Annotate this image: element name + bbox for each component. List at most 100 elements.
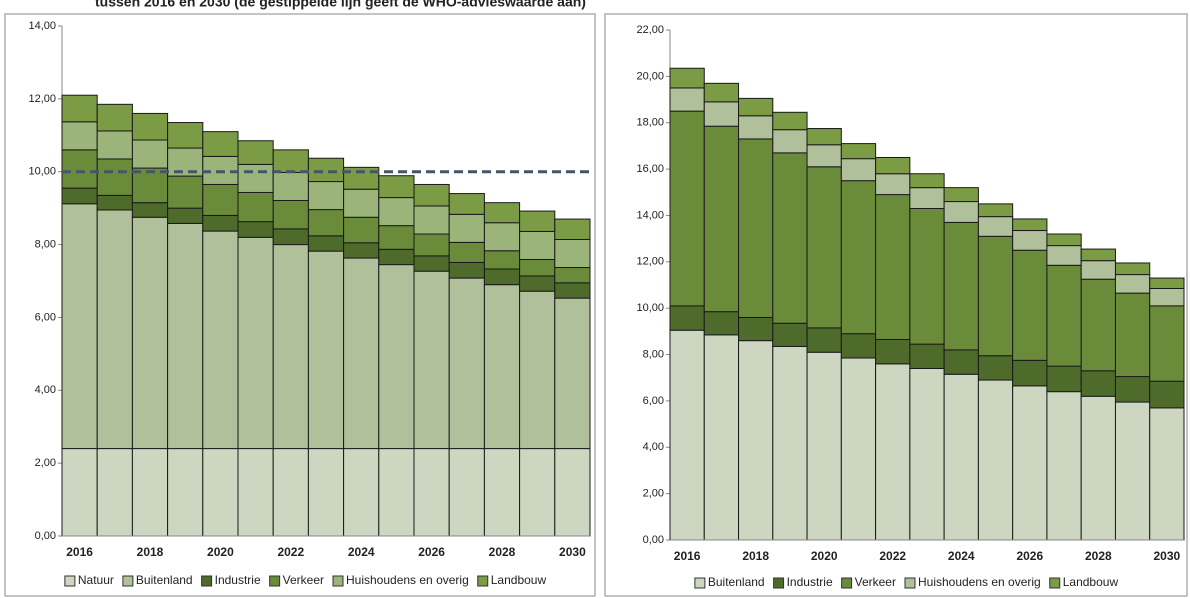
bar-segment bbox=[1080, 370, 1116, 397]
panel-frame bbox=[604, 13, 1188, 597]
bar-segment bbox=[307, 250, 345, 450]
bar-segment bbox=[413, 255, 450, 272]
bar-segment bbox=[413, 183, 450, 207]
bar-segment bbox=[669, 305, 705, 331]
bar-segment bbox=[554, 238, 591, 269]
bar-segment bbox=[167, 122, 204, 149]
bar-segment bbox=[943, 221, 979, 351]
bar-segment bbox=[875, 157, 911, 175]
bar-segment bbox=[448, 277, 485, 450]
bar-segment bbox=[1080, 248, 1116, 262]
bar-segment bbox=[202, 183, 239, 216]
legend-label: Verkeer bbox=[283, 573, 324, 587]
y-tick-label: 10,00 bbox=[28, 166, 56, 178]
bar-segment bbox=[519, 230, 556, 261]
bar-segment bbox=[307, 235, 345, 252]
bar-segment bbox=[131, 216, 169, 450]
bar-segment bbox=[61, 94, 98, 123]
bar-segment bbox=[1012, 218, 1048, 232]
bar-segment bbox=[772, 345, 808, 541]
bar-segment bbox=[343, 242, 380, 259]
bar-segment bbox=[977, 355, 1014, 381]
bar-segment bbox=[519, 259, 556, 277]
bar-segment bbox=[96, 130, 133, 160]
legend-label: Buitenland bbox=[136, 573, 193, 587]
x-tick-label: 2018 bbox=[742, 549, 769, 563]
x-tick-label: 2024 bbox=[948, 549, 975, 563]
bar-segment bbox=[772, 322, 808, 347]
bar-segment bbox=[167, 175, 204, 209]
bar-segment bbox=[738, 97, 774, 117]
legend-label: Landbouw bbox=[1063, 575, 1119, 589]
bar-segment bbox=[943, 373, 979, 541]
bar-segment bbox=[131, 448, 169, 537]
bar-segment bbox=[1114, 262, 1151, 276]
bar-segment bbox=[237, 163, 274, 193]
bar-segment bbox=[909, 173, 945, 189]
bar-segment bbox=[554, 297, 591, 450]
legend-swatch bbox=[1049, 577, 1061, 589]
bar-segment bbox=[1080, 278, 1116, 372]
bar-segment bbox=[96, 158, 133, 196]
y-tick-label: 12,00 bbox=[28, 93, 56, 105]
bar-segment bbox=[840, 333, 877, 359]
y-tick-label: 12,00 bbox=[636, 256, 664, 268]
bar-segment bbox=[909, 187, 945, 210]
bar-segment bbox=[448, 261, 485, 279]
bar-segment bbox=[307, 157, 345, 183]
bar-segment bbox=[977, 379, 1014, 541]
legend-label: Industrie bbox=[787, 575, 833, 589]
bar-segment bbox=[483, 448, 521, 537]
legend-swatch bbox=[841, 577, 853, 589]
bar-segment bbox=[1012, 249, 1048, 361]
bar-segment bbox=[1046, 365, 1082, 393]
y-tick-label: 0,00 bbox=[643, 534, 664, 546]
bar-segment bbox=[519, 290, 556, 450]
bar-segment bbox=[237, 191, 274, 223]
bar-segment bbox=[806, 327, 842, 353]
bar-segment bbox=[840, 143, 877, 160]
bar-segment bbox=[378, 248, 415, 266]
bar-segment bbox=[738, 340, 774, 541]
x-tick-label: 2026 bbox=[1016, 549, 1043, 563]
legend-swatch bbox=[904, 577, 916, 589]
bar-segment bbox=[413, 205, 450, 235]
y-tick-label: 20,00 bbox=[636, 70, 664, 82]
bar-segment bbox=[237, 236, 274, 450]
legend-label: Huishoudens en overig bbox=[346, 573, 469, 587]
bar-segment bbox=[772, 129, 808, 154]
bar-segment bbox=[167, 222, 204, 450]
bar-segment bbox=[307, 181, 345, 211]
bar-segment bbox=[61, 187, 98, 205]
bar-segment bbox=[272, 448, 309, 537]
x-tick-label: 2020 bbox=[811, 549, 838, 563]
bar-segment bbox=[909, 367, 945, 541]
bar-segment bbox=[448, 193, 485, 215]
x-tick-label: 2028 bbox=[1085, 549, 1112, 563]
legend-swatch bbox=[201, 575, 213, 587]
bar-segment bbox=[237, 448, 274, 537]
x-tick-label: 2016 bbox=[674, 549, 701, 563]
bar-segment bbox=[1080, 395, 1116, 541]
bar-segment bbox=[202, 230, 239, 450]
bar-segment bbox=[343, 448, 380, 537]
bar-segment bbox=[1046, 245, 1082, 266]
bar-segment bbox=[875, 338, 911, 365]
y-tick-label: 10,00 bbox=[636, 302, 664, 314]
bar-segment bbox=[943, 187, 979, 203]
page-title: tussen 2016 en 2030 (de gestippelde lijn… bbox=[95, 0, 586, 10]
x-tick-label: 2030 bbox=[1154, 549, 1181, 563]
bar-segment bbox=[202, 448, 239, 537]
legend-label: Huishoudens en overig bbox=[918, 575, 1041, 589]
bar-segment bbox=[1046, 233, 1082, 247]
bar-segment bbox=[1080, 260, 1116, 280]
bar-segment bbox=[272, 171, 309, 201]
bar-segment bbox=[1149, 407, 1185, 541]
legend-swatch bbox=[477, 575, 489, 587]
bar-segment bbox=[1114, 292, 1151, 378]
legend-label: Industrie bbox=[215, 573, 261, 587]
bar-segment bbox=[237, 221, 274, 238]
bar-segment bbox=[202, 214, 239, 232]
bar-segment bbox=[554, 218, 591, 240]
y-tick-label: 22,00 bbox=[636, 24, 664, 36]
